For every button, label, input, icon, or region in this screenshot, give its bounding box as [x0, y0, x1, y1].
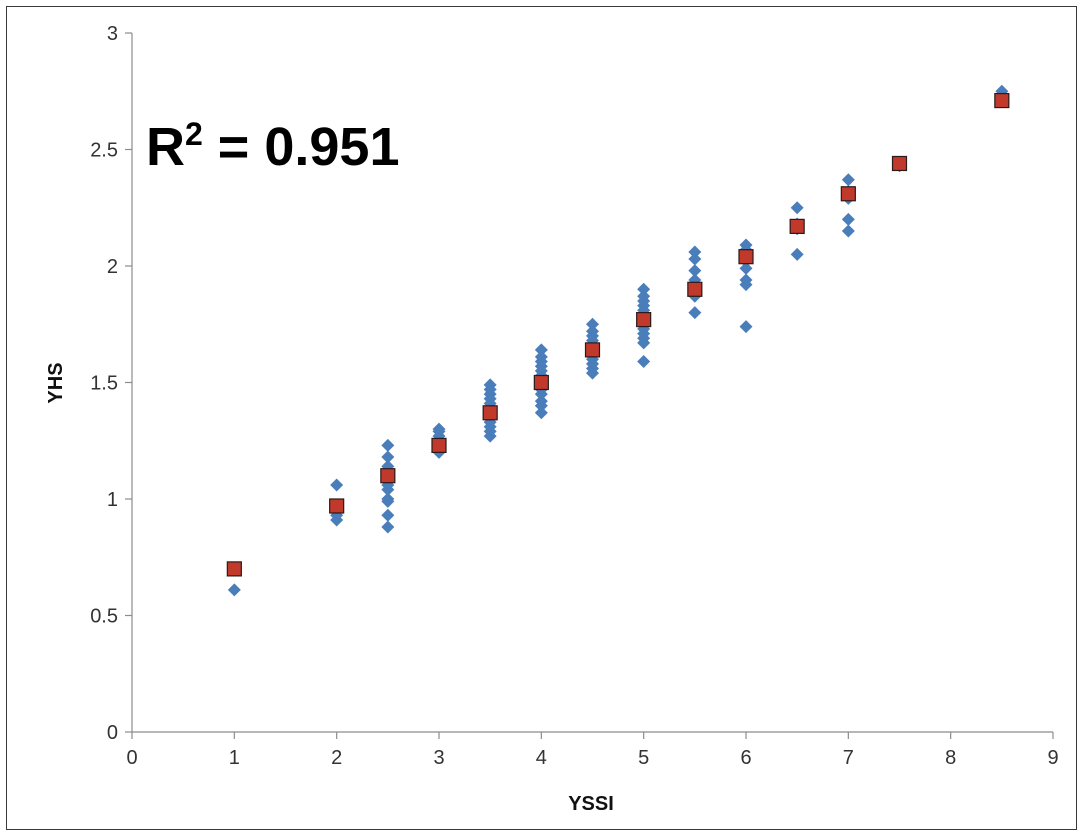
observed-point: [432, 422, 446, 436]
x-tick-label: 8: [945, 747, 956, 769]
x-tick-label: 6: [740, 747, 751, 769]
observed-point: [227, 583, 241, 597]
observed-point: [739, 320, 753, 334]
observed-point: [637, 282, 651, 296]
observed-point: [739, 238, 753, 252]
fitted-point: [738, 249, 754, 265]
fitted-point: [840, 186, 856, 202]
observed-point: [483, 378, 497, 392]
y-axis-title: YHS: [45, 362, 67, 403]
observed-point: [534, 343, 548, 357]
x-tick-label: 2: [331, 747, 342, 769]
x-tick-label: 5: [638, 747, 649, 769]
x-axis-title: YSSI: [568, 793, 614, 815]
axes: [125, 32, 1054, 739]
observed-point: [586, 317, 599, 331]
observed-point: [841, 173, 855, 187]
x-tick-label: 9: [1047, 747, 1058, 769]
fitted-point: [636, 311, 652, 328]
fitted-point: [431, 437, 447, 454]
observed-point: [790, 201, 804, 215]
observed-point: [637, 289, 651, 303]
y-tick-label: 0: [107, 722, 118, 744]
y-tick-label: 2.5: [90, 140, 118, 162]
fitted-point: [687, 281, 703, 297]
observed-point: [739, 273, 753, 287]
fitted-point: [482, 405, 498, 421]
fitted-point: [380, 468, 396, 484]
fitted-point: [533, 374, 549, 391]
fitted-points: [226, 92, 1010, 577]
observed-point: [534, 350, 548, 364]
fitted-point: [584, 342, 601, 358]
x-tick-label: 3: [433, 747, 444, 769]
y-tick-label: 1.5: [90, 373, 118, 395]
observed-point: [534, 394, 548, 408]
fitted-point: [994, 92, 1010, 109]
tick-labels: 0 1 2 3 4 5 6 7 8 9 0 0.5 1 1.5 2 2.5 3: [90, 23, 1058, 769]
observed-point: [381, 492, 395, 506]
observed-point: [330, 478, 344, 492]
y-tick-label: 1: [107, 489, 118, 511]
x-tick-label: 7: [843, 747, 854, 769]
fitted-point: [891, 155, 908, 172]
observed-point: [534, 406, 548, 420]
observed-point: [381, 508, 395, 522]
x-tick-label: 4: [536, 747, 547, 769]
observed-point: [790, 247, 804, 261]
observed-point: [841, 224, 855, 238]
observed-point: [381, 520, 395, 534]
observed-point: [381, 438, 395, 452]
y-tick-label: 2: [107, 256, 118, 278]
observed-point: [381, 450, 395, 464]
fitted-point: [789, 218, 805, 234]
observed-point: [688, 306, 702, 320]
x-tick-label: 1: [229, 747, 240, 769]
r-squared-annotation: R2 = 0.951: [146, 116, 399, 177]
fitted-point: [329, 498, 345, 514]
observed-point: [586, 324, 599, 338]
x-tick-label: 0: [126, 747, 137, 769]
y-tick-label: 0.5: [90, 606, 118, 628]
observed-point: [688, 252, 702, 266]
observed-point: [637, 355, 651, 369]
observed-point: [841, 212, 855, 226]
fitted-point: [226, 561, 242, 577]
observed-point: [688, 264, 702, 278]
y-tick-label: 3: [107, 23, 118, 45]
observed-point: [688, 245, 702, 259]
observed-point: [739, 261, 753, 275]
